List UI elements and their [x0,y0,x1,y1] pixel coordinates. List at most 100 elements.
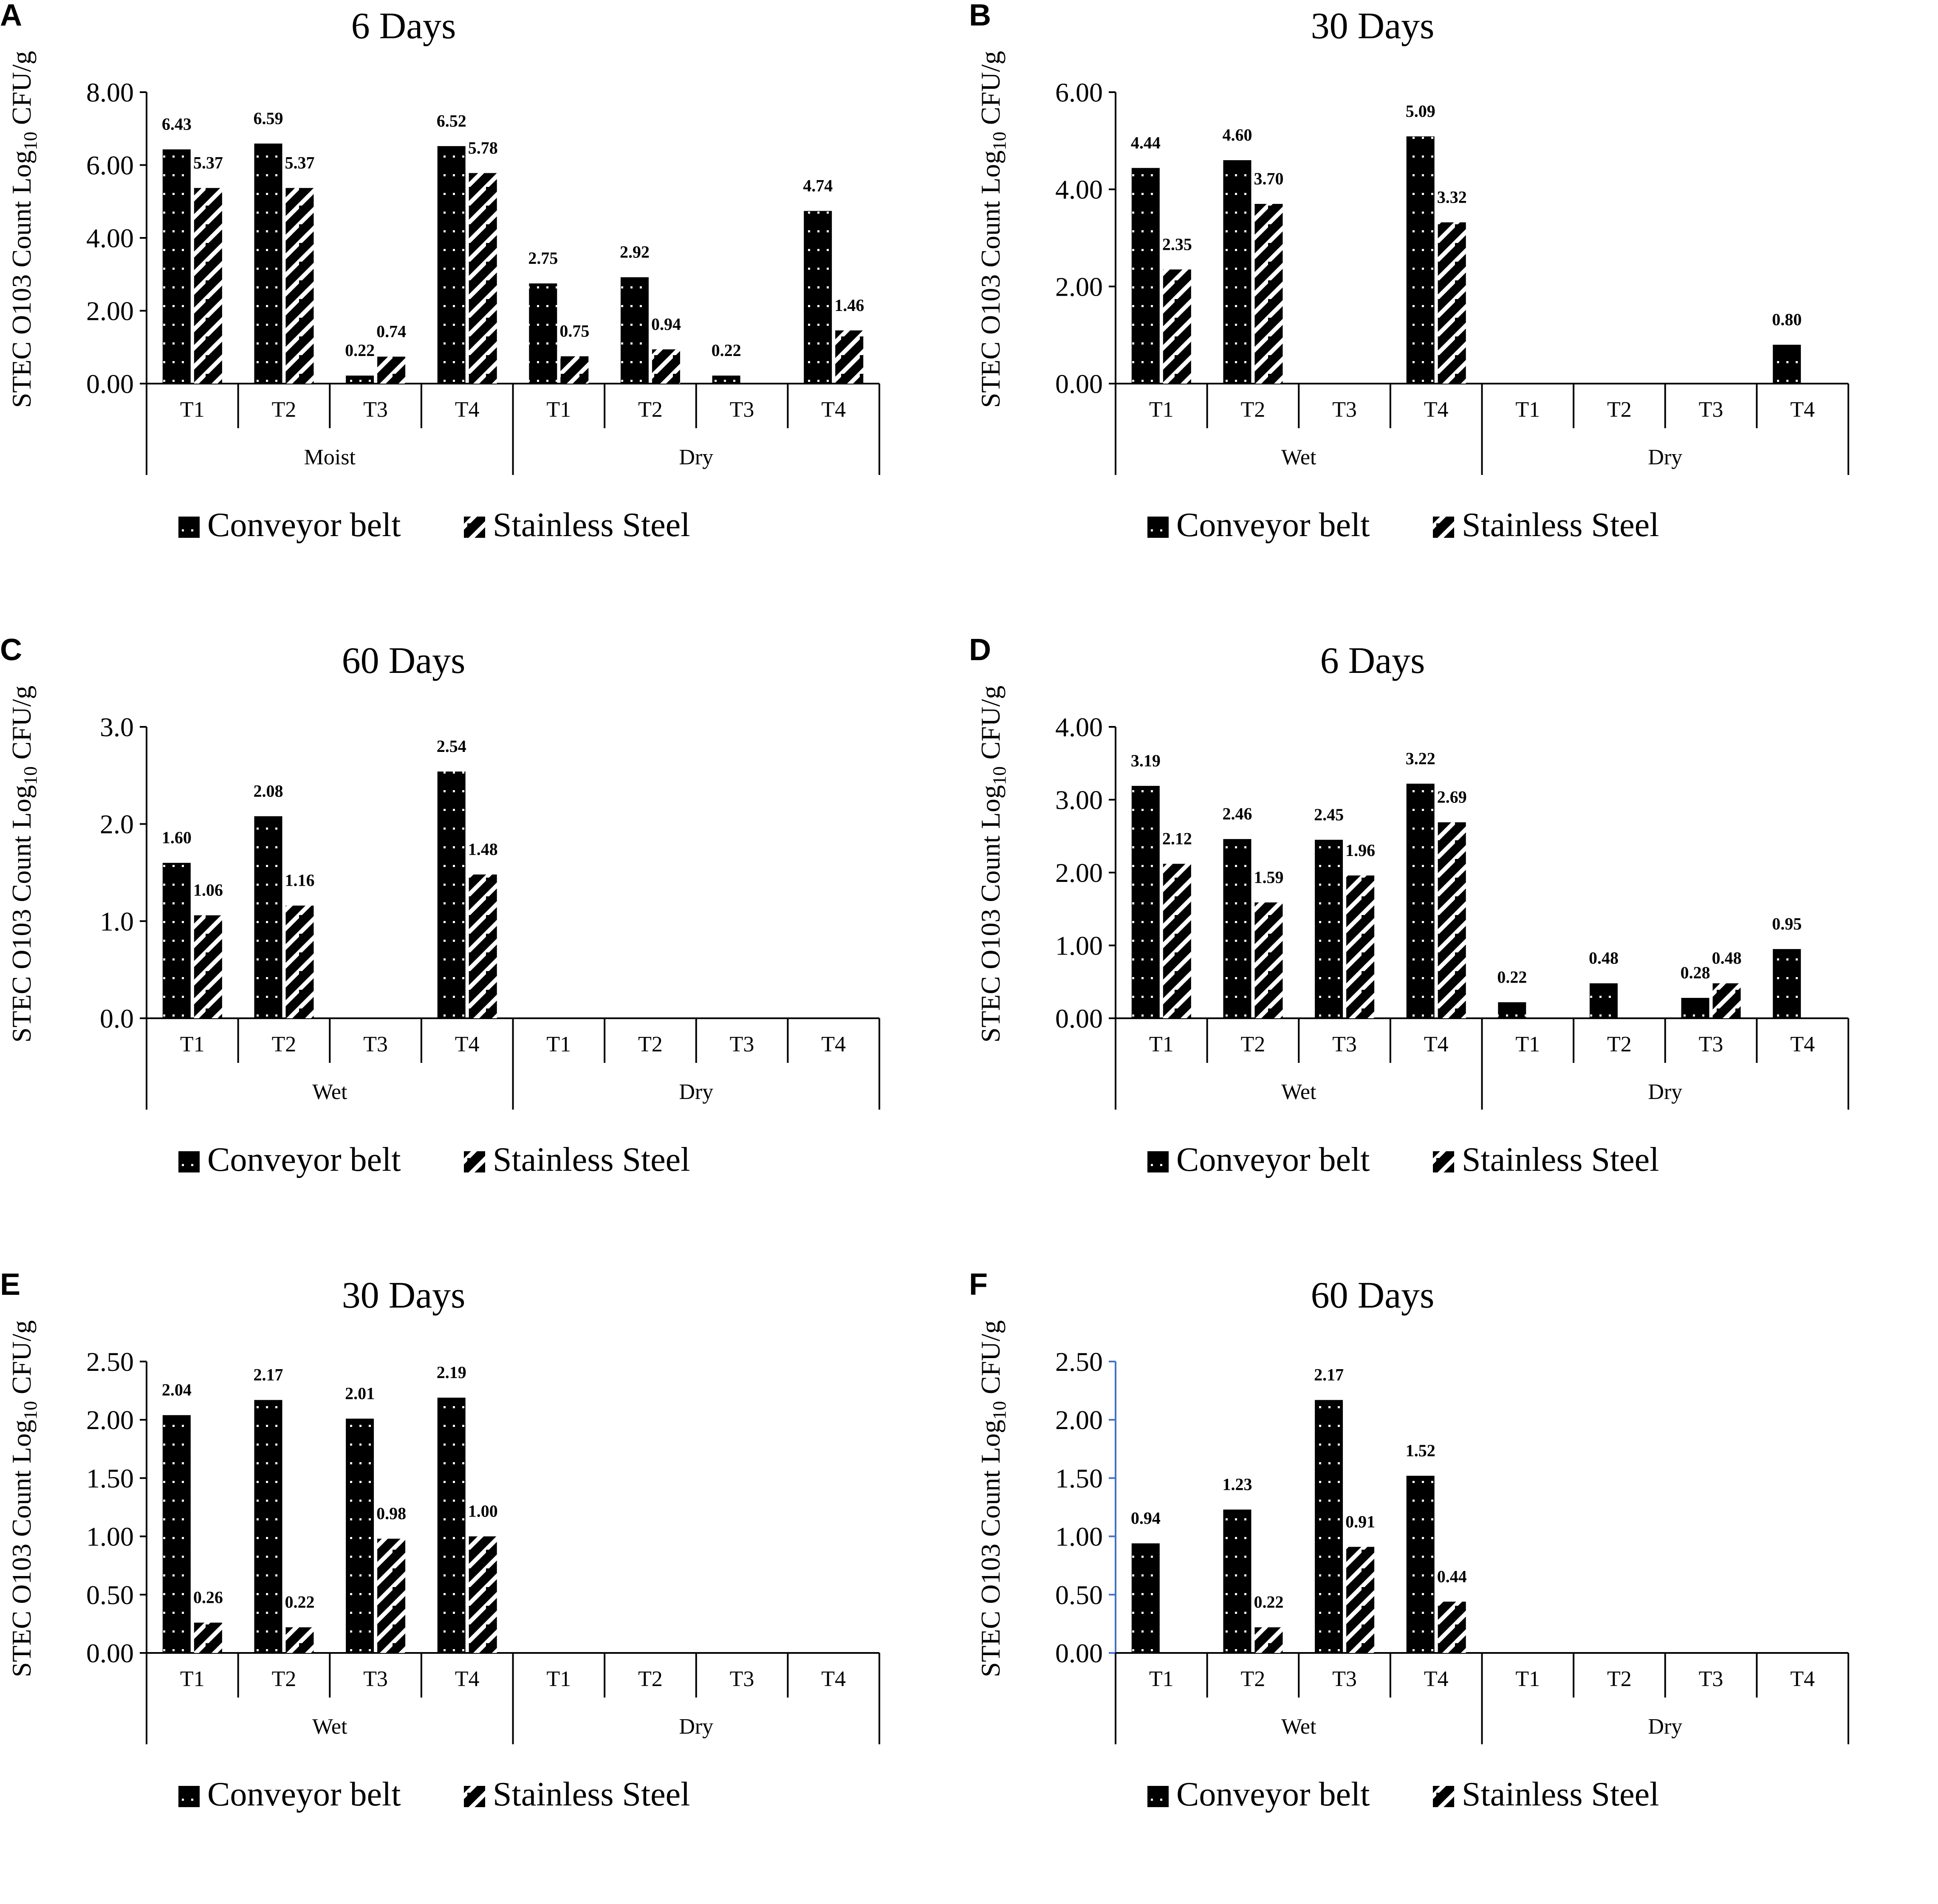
category-label: T4 [821,1667,846,1691]
category-label: T3 [1332,398,1357,422]
y-axis-label-main: STEC O103 Count Log [975,150,1006,408]
panel-label: B [969,0,991,32]
category-label: T4 [1424,398,1449,422]
panel-e: 30 Days STEC O103 Count Log10 CFU/g 0.00 0.… [0,1269,969,1904]
data-label: 1.52 [1406,1441,1435,1460]
y-tick-label: 0.50 [1055,1580,1103,1610]
data-label: 4.44 [1131,133,1161,152]
panel-a: 6 Days STEC O103 Count Log10 CFU/g 0.00 2.0… [0,0,969,635]
category-label: T1 [180,1032,205,1057]
legend-swatch-stainless-steel [464,1151,485,1172]
y-tick-label: 1.50 [86,1463,134,1493]
bar-stainless-steel [1438,822,1466,1018]
legend-swatch-stainless-steel [1433,517,1454,538]
y-tick-label: 6.00 [86,150,134,181]
data-label: 5.37 [193,153,223,172]
category-label: T3 [363,1667,388,1691]
bar-conveyor-belt [162,1415,191,1653]
data-label: 2.19 [437,1363,466,1382]
legend-label-stainless-steel: Stainless Steel [493,506,690,544]
bar-conveyor-belt [1131,785,1160,1018]
y-tick-label: 2.00 [86,296,134,326]
data-label: 2.92 [620,243,650,262]
y-axis-label: STEC O103 Count Log10 CFU/g [975,51,1010,408]
bar-conveyor-belt [1315,839,1343,1018]
data-label: 0.22 [712,341,741,360]
category-label: T1 [180,398,205,422]
legend-swatch-stainless-steel [1433,1151,1454,1172]
category-label: T1 [1149,1667,1174,1691]
chart-title: 60 Days [1311,1275,1435,1316]
panel-c: 60 Days STEC O103 Count Log10 CFU/g 0.0 1.0… [0,635,969,1269]
bar-stainless-steel [1254,902,1283,1018]
legend-label-conveyor-belt: Conveyor belt [207,1141,401,1178]
data-label: 2.01 [345,1384,375,1403]
data-label: 1.60 [162,828,192,847]
data-label: 0.94 [651,314,681,333]
y-tick-label: 1.50 [1055,1463,1103,1493]
chart-title: 30 Days [1311,6,1435,47]
data-label: 0.80 [1772,310,1802,329]
category-label: T3 [1699,1032,1723,1057]
y-axis-label-subscript: 10 [20,132,41,150]
bar-stainless-steel [1163,269,1191,384]
bar-conveyor-belt [1315,1400,1343,1653]
legend-swatch-stainless-steel [1433,1786,1454,1807]
bar-stainless-steel [469,874,497,1018]
data-label: 6.43 [162,115,192,134]
category-label: T1 [546,1032,571,1057]
group-label: Dry [679,1715,713,1739]
y-tick-label: 0.0 [100,1003,134,1034]
data-label: 3.70 [1254,169,1283,188]
data-label: 0.22 [1497,967,1527,986]
bar-conveyor-belt [254,143,283,384]
y-axis-label-unit: CFU/g [975,686,1006,766]
bar-conveyor-belt [254,1400,283,1653]
group-label: Dry [679,445,713,469]
bar-stainless-steel [1254,1627,1283,1653]
chart-title: 30 Days [342,1275,466,1316]
data-label: 2.45 [1314,805,1344,824]
category-label: T4 [1424,1032,1449,1057]
category-label: T2 [272,1032,297,1057]
category-label: T2 [638,1667,663,1691]
category-label: T4 [1790,398,1815,422]
bar-stainless-steel [560,356,589,384]
category-label: T4 [455,398,480,422]
category-label: T3 [363,1032,388,1057]
y-axis-label: STEC O103 Count Log10 CFU/g [6,686,41,1043]
chart-f: 60 Days STEC O103 Count Log10 CFU/g 0.00 0.… [975,1275,1849,1813]
category-label: T3 [1699,398,1723,422]
category-label: T4 [821,398,846,422]
bar-conveyor-belt [254,816,283,1018]
data-label: 2.17 [253,1365,283,1384]
data-label: 0.44 [1437,1567,1467,1586]
bar-conveyor-belt [346,376,374,384]
category-label: T1 [546,398,571,422]
legend-label-stainless-steel: Stainless Steel [493,1141,690,1178]
group-label: Wet [1281,1715,1316,1739]
data-label: 5.78 [468,138,498,157]
y-tick-label: 4.00 [1055,712,1103,742]
bar-stainless-steel [285,1627,314,1653]
legend-label-conveyor-belt: Conveyor belt [1176,506,1370,544]
y-tick-label: 0.00 [86,369,134,399]
bar-stainless-steel [194,188,222,384]
bar-conveyor-belt [620,277,649,384]
y-axis-label-main: STEC O103 Count Log [6,1420,37,1677]
bar-conveyor-belt [162,863,191,1018]
data-label: 0.48 [1712,949,1742,968]
data-label: 0.75 [559,322,589,341]
legend-swatch-conveyor-belt [1147,1151,1169,1172]
data-label: 1.96 [1345,841,1375,860]
bar-conveyor-belt [1131,1543,1160,1653]
data-label: 2.75 [528,249,558,268]
category-label: T2 [272,398,297,422]
y-tick-label: 4.00 [1055,175,1103,205]
panel-d: 6 Days STEC O103 Count Log10 CFU/g 0.00 1.0… [969,635,1938,1269]
data-label: 1.23 [1222,1475,1252,1494]
chart-c: 60 Days STEC O103 Count Log10 CFU/g 0.0 1.0… [6,640,880,1178]
y-tick-label: 6.00 [1055,77,1103,107]
panel-f: 60 Days STEC O103 Count Log10 CFU/g 0.00 0.… [969,1269,1938,1904]
